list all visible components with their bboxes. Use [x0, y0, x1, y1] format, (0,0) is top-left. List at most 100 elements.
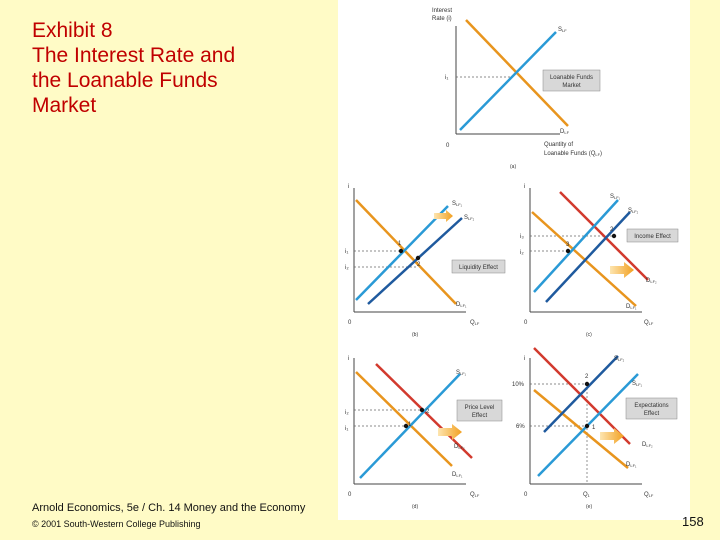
panel-c-y-label: i [524, 184, 525, 190]
panel-c-x-label: QLF [644, 320, 654, 326]
panel-c-i2: i₂ [520, 250, 524, 256]
title-line-2: The Interest Rate and [32, 44, 236, 67]
panel-c-demand-1 [531, 211, 637, 307]
exhibit-diagram: Interest Rate (i) i₁ 0 SLF DLF Loanable … [345, 8, 679, 510]
panel-d-d2-label: DLF₂ [454, 444, 465, 450]
panel-b-y-label: i [348, 184, 349, 190]
panel-e-y-label: i [524, 356, 525, 362]
panel-d-effect-line-2: Effect [472, 413, 488, 419]
panel-b-effect-label: Liquidity Effect [459, 265, 498, 271]
panel-b-effect-box [451, 259, 506, 274]
panel-b-point-1 [398, 248, 404, 254]
panel-a: Interest Rate (i) i₁ 0 SLF DLF Loanable … [432, 8, 602, 170]
title-line-4: Market [32, 94, 97, 117]
panel-b-shift-arrow [434, 210, 453, 222]
panel-a-i1-label: i₁ [445, 75, 448, 81]
panel-c-point-3-label: 3 [566, 242, 570, 248]
panel-e: i 0 10% 6% 1 2 SLF₂ SLF₁ DLF₂ DLF₁ Expec… [512, 347, 678, 510]
panel-e-effect-box [625, 397, 678, 420]
panel-d-origin: 0 [348, 492, 352, 498]
panel-e-point-1-label: 1 [592, 425, 596, 431]
panel-e-effect-line-1: Expectations [634, 403, 668, 409]
panel-d-d1-label: DLF₁ [452, 472, 463, 478]
panel-e-6pct: 6% [516, 424, 525, 430]
panel-e-q1-label: Q1 [583, 492, 591, 498]
panel-e-d2-label: DLF₂ [642, 442, 653, 448]
panel-d: i 0 i₂ i₁ 1 2 SLF₁ DLF₂ DLF₁ Price Level… [345, 356, 503, 510]
panel-a-y-label-1: Interest [432, 8, 452, 14]
panel-b-i2: i₂ [345, 265, 349, 271]
panel-b-caption: (b) [412, 332, 418, 338]
footer-copyright: © 2001 South-Western College Publishing [32, 519, 201, 529]
panel-a-supply-curve [459, 31, 557, 131]
panel-a-box-line-2: Market [562, 83, 581, 89]
panel-c-origin: 0 [524, 320, 528, 326]
footer-source: Arnold Economics, 5e / Ch. 14 Money and … [32, 502, 306, 514]
panel-c-s2-label: SLF₂ [628, 208, 639, 214]
panel-a-caption: (a) [510, 164, 516, 170]
panel-b-supply-1 [355, 205, 449, 301]
panel-d-caption: (d) [412, 504, 418, 510]
panel-a-x-label-2: Loanable Funds (QLF) [544, 151, 602, 157]
panel-c-point-3 [565, 248, 571, 254]
panel-a-y-label-2: Rate (i) [432, 16, 452, 22]
panel-c-effect-label: Income Effect [634, 234, 671, 240]
panel-c-d1-label: DLF₁ [626, 304, 637, 310]
panel-e-point-1 [584, 423, 590, 429]
panel-d-i1: i₁ [345, 426, 348, 432]
panel-e-x-label: QLF [644, 492, 654, 498]
panel-d-point-2 [419, 407, 425, 413]
panel-a-supply-label: SLF [558, 27, 567, 33]
panel-c-shift-arrow [610, 262, 634, 278]
panel-b-i1: i₁ [345, 249, 348, 255]
panel-d-demand-1 [355, 371, 453, 467]
panel-b-supply-2 [367, 217, 463, 305]
panel-e-10pct: 10% [512, 382, 525, 388]
panel-c-caption: (c) [586, 332, 592, 338]
panel-e-d1-label: DLF₁ [626, 462, 637, 468]
panel-e-point-2-label: 2 [585, 374, 589, 380]
panel-b-s2-label: SLF₂ [464, 215, 475, 221]
panel-e-s2-label: SLF₂ [614, 356, 625, 362]
panel-e-s1-label: SLF₁ [632, 381, 643, 387]
panel-e-shift-arrow [600, 428, 624, 444]
panel-e-demand-1 [533, 389, 629, 469]
panel-b-point-2-label: 2 [417, 262, 421, 268]
panel-e-origin: 0 [524, 492, 528, 498]
panel-c-point-2 [611, 233, 617, 239]
panel-b-origin: 0 [348, 320, 352, 326]
title-line-1: Exhibit 8 [32, 19, 113, 42]
panel-c-supply-1 [533, 199, 619, 293]
panel-d-effect-box [456, 399, 503, 422]
panel-c-d2-label: DLF₂ [646, 278, 657, 284]
panel-a-box-line-1: Loanable Funds [550, 75, 593, 81]
page-number: 158 [682, 514, 704, 529]
panel-b-x-label: QLF [470, 320, 480, 326]
panel-c-point-2-label: 2 [610, 227, 614, 233]
exhibit-figure: Interest Rate (i) i₁ 0 SLF DLF Loanable … [338, 0, 690, 520]
panel-b-point-1-label: 1 [398, 241, 402, 247]
panel-d-shift-arrow [438, 424, 462, 440]
panel-b-s1-label: SLF₁ [452, 201, 463, 207]
panel-d-effect-line-1: Price Level [465, 405, 495, 411]
panel-e-supply-2 [543, 355, 619, 433]
panel-d-i2: i₂ [345, 410, 349, 416]
panel-b-d1-label: DLF₁ [456, 302, 467, 308]
panel-d-point-1 [403, 423, 409, 429]
panel-b: i 0 i₁ i₂ 1 2 SLF₁ SLF₂ DLF₁ Liquidity E… [345, 184, 506, 338]
panel-a-x-label-1: Quantity of [544, 142, 573, 148]
panel-d-point-1-label: 1 [408, 422, 412, 428]
panel-b-demand-1 [355, 199, 457, 305]
slide-title: Exhibit 8 The Interest Rate and the Loan… [32, 18, 332, 118]
panel-b-point-2 [415, 255, 421, 261]
panel-a-market-box [542, 69, 601, 92]
panel-d-supply-1 [359, 373, 461, 479]
panel-d-x-label: QLF [470, 492, 480, 498]
panel-c-supply-2 [545, 211, 631, 303]
panel-c-i3: i₃ [520, 234, 524, 240]
panel-e-effect-line-2: Effect [644, 411, 660, 417]
panel-d-s1-label: SLF₁ [456, 370, 467, 376]
panel-d-y-label: i [348, 356, 349, 362]
panel-d-point-2-label: 2 [426, 409, 430, 415]
panel-e-caption: (e) [586, 504, 592, 510]
